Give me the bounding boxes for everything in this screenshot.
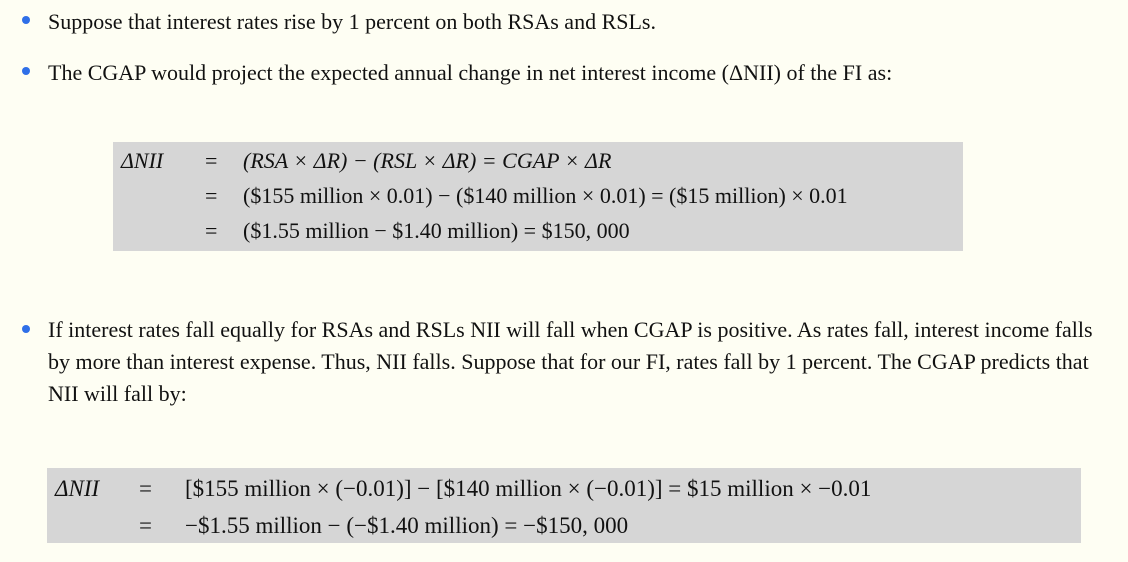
equation-box-fall: ΔNII = [$155 million × (−0.01)] − [$140 …	[47, 468, 1081, 543]
bullet-text-1: Suppose that interest rates rise by 1 pe…	[48, 9, 656, 34]
equals-sign: =	[205, 183, 218, 208]
equation-lhs: ΔNII	[121, 148, 164, 173]
equation-row: (RSA × ΔR) − (RSL × ΔR) = CGAP × ΔR	[243, 148, 612, 173]
equation-box-rise: ΔNII = (RSA × ΔR) − (RSL × ΔR) = CGAP × …	[113, 142, 963, 251]
equals-sign: =	[205, 148, 218, 173]
equals-sign: =	[139, 513, 152, 538]
equation-row: ($155 million × 0.01) − ($140 million × …	[243, 183, 848, 208]
bullet-text-2: The CGAP would project the expected annu…	[48, 60, 893, 85]
bullet-icon	[22, 16, 30, 24]
bullet-icon	[22, 325, 30, 333]
equation-row: −$1.55 million − (−$1.40 million) = −$15…	[185, 513, 629, 538]
equation-lhs: ΔNII	[55, 476, 100, 501]
bullet-text-3: If interest rates fall equally for RSAs …	[48, 317, 1093, 406]
bullet-icon	[22, 67, 30, 75]
equation-row: ($1.55 million − $1.40 million) = $150, …	[243, 218, 630, 243]
equals-sign: =	[139, 476, 152, 501]
equals-sign: =	[205, 218, 218, 243]
equation-row: [$155 million × (−0.01)] − [$140 million…	[185, 476, 872, 501]
